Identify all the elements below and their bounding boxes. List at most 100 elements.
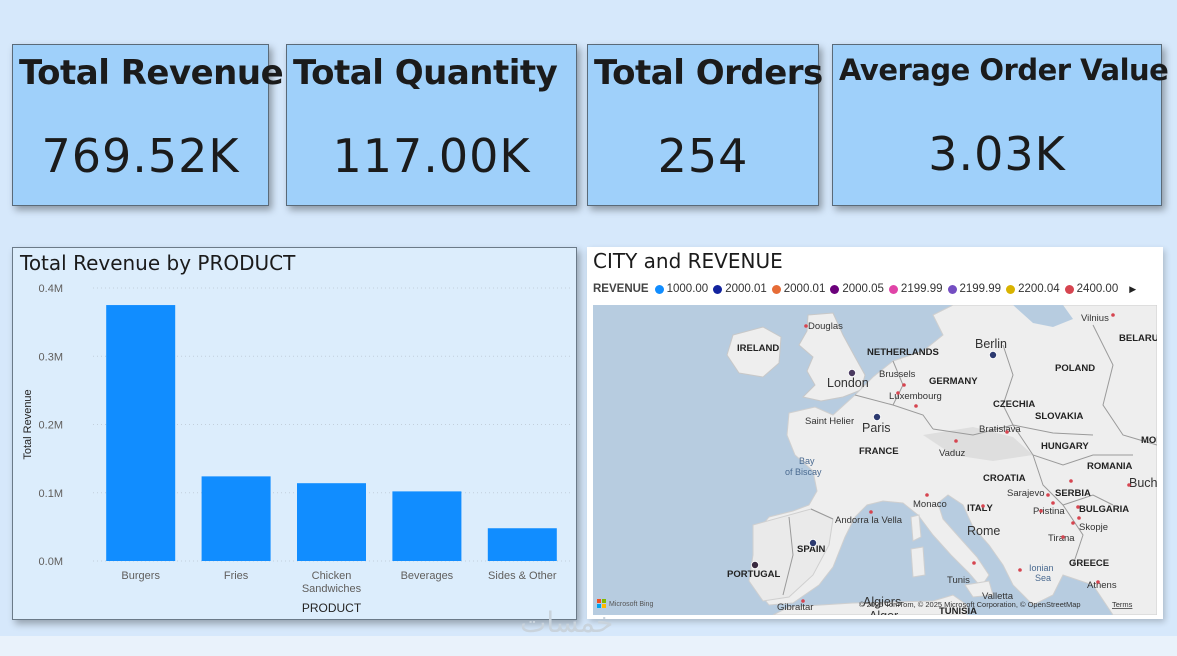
legend-label: 2000.01	[783, 283, 826, 295]
map-label-moldova: MOLDO	[1141, 435, 1157, 446]
y-axis-label: Total Revenue	[22, 389, 34, 459]
map-label-belarus: BELARU	[1119, 333, 1157, 344]
map-label-serbia: SERBIA	[1055, 488, 1091, 499]
city-dot[interactable]	[902, 383, 906, 387]
border-line	[810, 508, 834, 520]
city-dot[interactable]	[981, 504, 985, 508]
revenue-marker[interactable]	[847, 369, 856, 378]
legend-label: 2199.99	[900, 283, 943, 295]
map-label-monaco: Monaco	[913, 499, 947, 510]
city-dot[interactable]	[1076, 505, 1080, 509]
map-label-london: London	[827, 376, 869, 390]
land-sicily	[964, 580, 994, 598]
bar[interactable]	[297, 483, 366, 561]
map-markers[interactable]	[750, 313, 1131, 603]
bing-logo-square	[597, 599, 601, 603]
y-tick-label: 0.3M	[39, 351, 63, 363]
map-legend[interactable]: REVENUE 1000.00 2000.01 2000.01 2000.05 2199…	[593, 283, 1136, 295]
map-label-portugal: PORTUGAL	[727, 569, 781, 580]
revenue-marker[interactable]	[750, 560, 759, 569]
map-label-slovakia: SLOVAKIA	[1035, 411, 1084, 422]
city-dot[interactable]	[972, 561, 976, 565]
land-alps	[923, 427, 1033, 461]
map-label-tirana: Tirana	[1048, 533, 1075, 544]
land-north-africa	[772, 594, 968, 615]
map-label-tunisia: TUNISIA	[939, 606, 977, 615]
city-dot[interactable]	[1018, 568, 1022, 572]
map-svg[interactable]: Douglas IRELAND NETHERLANDS Berlin POLAND BEL…	[593, 305, 1157, 615]
bar[interactable]	[106, 305, 176, 561]
y-tick-label: 0.0M	[39, 556, 63, 568]
legend-item[interactable]: 2000.01	[713, 283, 767, 295]
bar[interactable]	[392, 491, 462, 561]
map-label-luxembourg: Luxembourg	[889, 391, 942, 402]
city-dot[interactable]	[1077, 516, 1081, 520]
legend-item[interactable]: 2199.99	[947, 283, 1001, 295]
city-dot[interactable]	[1069, 479, 1073, 483]
city-dot[interactable]	[954, 439, 958, 443]
city-dot[interactable]	[1061, 535, 1065, 539]
map-label-ionian-1: Ionian	[1029, 563, 1054, 573]
legend-item[interactable]: 2000.05	[830, 283, 884, 295]
city-dot[interactable]	[801, 599, 805, 603]
map-panel[interactable]: CITY and REVENUE REVENUE 1000.00 2000.01 2…	[587, 247, 1163, 619]
map-label-czechia: CZECHIA	[993, 399, 1035, 410]
revenue-marker[interactable]	[808, 538, 817, 547]
kpi-value: 769.52K	[41, 129, 240, 183]
legend-dot-icon	[713, 284, 723, 294]
map-label-croatia: CROATIA	[983, 473, 1026, 484]
land-sardinia	[910, 546, 926, 578]
map-attribution: © 2025 TomTom, © 2025 Microsoft Corporat…	[859, 600, 1081, 609]
terms-link[interactable]: Terms	[1112, 600, 1133, 609]
legend-item[interactable]: 1000.00	[654, 283, 708, 295]
legend-item[interactable]: 2000.01	[771, 283, 826, 295]
city-dot[interactable]	[925, 493, 929, 497]
city-dot[interactable]	[1051, 501, 1055, 505]
city-dot[interactable]	[1127, 483, 1131, 487]
map-label-bay-of-biscay-2: of Biscay	[785, 467, 822, 477]
legend-item[interactable]: 2199.99	[888, 283, 943, 295]
map-label-bay-of-biscay-1: Bay	[799, 456, 815, 466]
revenue-marker[interactable]	[988, 351, 997, 360]
map-label-bulgaria: BULGARIA	[1079, 504, 1129, 515]
city-dot[interactable]	[1071, 521, 1075, 525]
kpi-value: 254	[657, 129, 749, 183]
city-dot[interactable]	[869, 510, 873, 514]
revenue-marker[interactable]	[872, 413, 881, 422]
land-corsica	[910, 514, 922, 542]
city-dot[interactable]	[1005, 430, 1009, 434]
legend-dot-icon	[654, 284, 664, 294]
kpi-card-average-order-value: Average Order Value 3.03K	[832, 44, 1169, 206]
map-label-bratislava: Bratislava	[979, 424, 1021, 435]
city-dot[interactable]	[1046, 493, 1050, 497]
city-dot[interactable]	[896, 391, 900, 395]
land-great-britain	[798, 312, 866, 402]
bar-chart-panel[interactable]: Total Revenue by PRODUCT 0.0M 0.1M 0.2M 0.3…	[12, 247, 577, 620]
legend-dot-icon	[771, 284, 781, 294]
map-title: CITY and REVENUE	[593, 249, 783, 273]
legend-item[interactable]: 2200.04	[1006, 283, 1060, 295]
city-dot[interactable]	[1039, 509, 1043, 513]
city-dot[interactable]	[804, 324, 808, 328]
x-tick-label: Chicken	[312, 570, 352, 582]
map-label-paris: Paris	[862, 421, 890, 435]
legend-next-arrow-icon[interactable]: ▶	[1129, 283, 1137, 294]
y-tick-label: 0.4M	[39, 283, 63, 295]
kpi-title: Total Orders	[594, 53, 823, 93]
legend-dot-icon	[947, 284, 957, 294]
bar[interactable]	[201, 476, 271, 561]
bar[interactable]	[487, 528, 557, 561]
city-dot[interactable]	[1096, 580, 1100, 584]
map-label-athens: Athens	[1087, 580, 1117, 591]
city-dot[interactable]	[914, 404, 918, 408]
map-label-italy: ITALY	[967, 503, 994, 514]
legend-item[interactable]: 2400.00	[1064, 283, 1118, 295]
city-dot[interactable]	[1111, 313, 1115, 317]
map-canvas[interactable]: Douglas IRELAND NETHERLANDS Berlin POLAND BEL…	[593, 305, 1157, 615]
map-label-vilnius: Vilnius	[1081, 313, 1109, 324]
map-label-tunis: Tunis	[947, 575, 970, 586]
map-label-poland: POLAND	[1055, 363, 1095, 374]
kpi-title: Total Revenue	[19, 53, 284, 93]
map-label-greece: GREECE	[1069, 558, 1109, 569]
